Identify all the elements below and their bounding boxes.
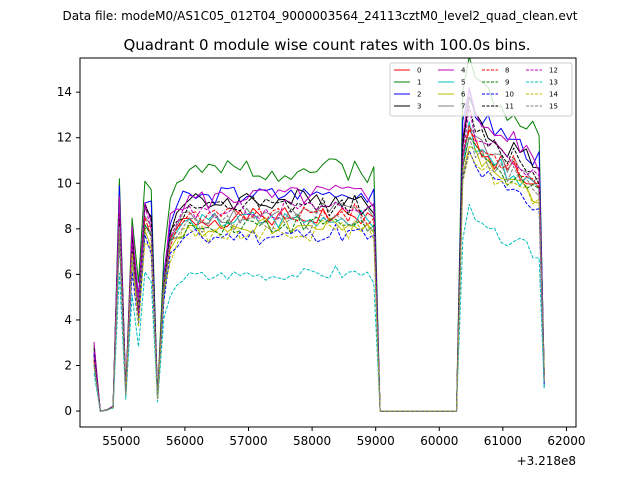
y-tick-label: 14	[57, 85, 72, 99]
x-tick-label: 60000	[420, 434, 458, 448]
legend-label-8: 8	[505, 67, 509, 75]
legend-box	[389, 62, 573, 117]
x-tick-label: 55000	[102, 434, 140, 448]
legend-label-4: 4	[461, 67, 466, 75]
legend-label-2: 2	[417, 91, 421, 99]
axes-frame	[79, 57, 577, 428]
y-tick-label: 0	[64, 404, 72, 418]
y-tick-label: 8	[64, 222, 72, 236]
x-offset-label: +3.218e8	[517, 454, 576, 468]
x-axis: 55000 56000 57000 58000 59000 60000 61000 62000	[102, 427, 586, 448]
suptitle: Data file: modeM0/AS1C05_012T04_90000035…	[62, 9, 577, 23]
x-tick-label: 61000	[484, 434, 522, 448]
series-line-9	[93, 136, 545, 412]
legend-label-12: 12	[549, 67, 558, 75]
x-tick-label: 62000	[547, 434, 585, 448]
x-tick-label: 56000	[166, 434, 204, 448]
legend-label-7: 7	[461, 103, 465, 111]
chart-title: Quadrant 0 module wise count rates with …	[123, 36, 530, 54]
y-tick-label: 4	[64, 313, 72, 327]
y-axis: 0 2 4 6 8 10 12 14	[57, 85, 80, 418]
series-line-15	[93, 136, 545, 412]
legend-label-10: 10	[505, 91, 514, 99]
legend-label-14: 14	[549, 91, 558, 99]
y-tick-label: 6	[64, 267, 72, 281]
x-tick-label: 57000	[229, 434, 267, 448]
legend-label-5: 5	[461, 79, 465, 87]
legend-label-9: 9	[505, 79, 509, 87]
x-tick-label: 58000	[293, 434, 331, 448]
legend-label-0: 0	[417, 67, 421, 75]
y-tick-label: 2	[64, 359, 72, 373]
legend-label-11: 11	[505, 103, 514, 111]
legend-label-15: 15	[549, 103, 558, 111]
plot-area: 55000 56000 57000 58000 59000 60000 61000 62000…	[57, 57, 586, 468]
y-tick-label: 12	[57, 131, 72, 145]
series-group	[93, 58, 545, 412]
legend-label-13: 13	[549, 79, 558, 87]
legend-label-1: 1	[417, 79, 421, 87]
legend-label-3: 3	[417, 103, 421, 111]
x-tick-label: 59000	[357, 434, 395, 448]
legend-label-6: 6	[461, 91, 466, 99]
y-tick-label: 10	[57, 176, 72, 190]
series-line-14	[93, 151, 545, 412]
